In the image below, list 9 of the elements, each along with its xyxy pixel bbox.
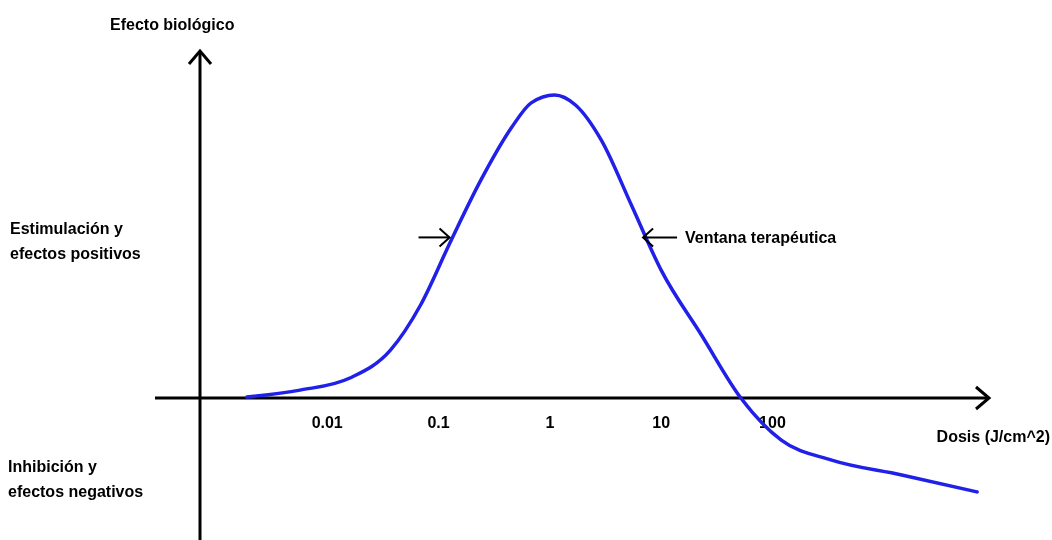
x-tick-label: 0.1 bbox=[427, 414, 450, 431]
y-axis-title: Efecto biológico bbox=[110, 16, 235, 33]
text: Inhibición y efectos negativos bbox=[8, 458, 144, 500]
x-tick-label: 1 bbox=[545, 414, 555, 431]
x-axis-title: Dosis (J/cm^2) bbox=[936, 428, 1050, 445]
x-tick-label: 10 bbox=[652, 414, 671, 431]
text: Estimulación y efectos positivos bbox=[10, 220, 141, 262]
x-tick-label: 0.01 bbox=[311, 414, 343, 431]
annotation: Ventana terapéutica bbox=[685, 229, 837, 247]
